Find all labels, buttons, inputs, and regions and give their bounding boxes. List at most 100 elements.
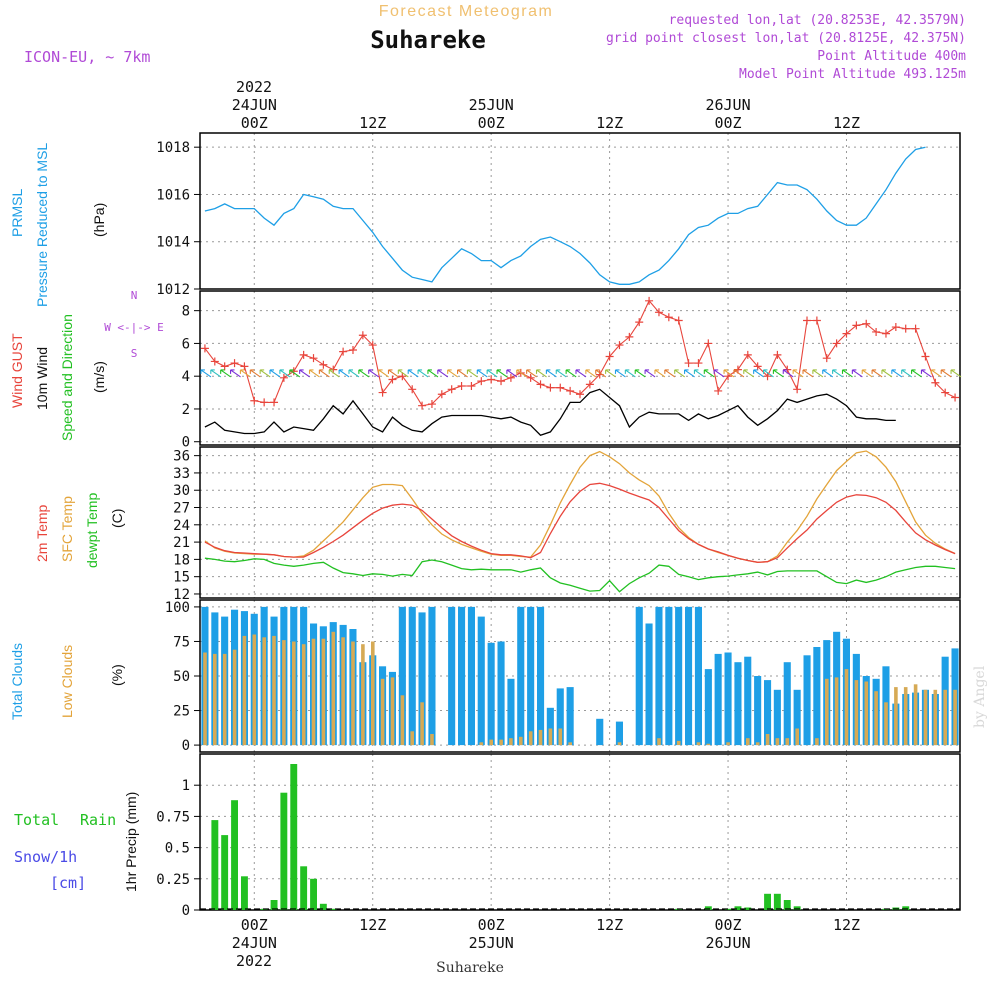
low-cloud-bar (222, 653, 227, 746)
rain-bar (902, 906, 910, 910)
low-cloud-bar (746, 738, 750, 746)
gust-marker (477, 377, 486, 386)
wind-arrow (861, 369, 873, 378)
low-cloud-bar (203, 652, 207, 746)
y-tick-label: 21 (173, 535, 190, 551)
wind-arrow (605, 369, 616, 378)
y-tick-label: 0 (182, 435, 190, 451)
wind-arrow (229, 369, 241, 378)
total-cloud-bar (773, 689, 781, 746)
low-cloud-bar (844, 669, 849, 746)
panels: 1012101410161018024681215182124273033360… (156, 132, 962, 919)
wind-arrow (950, 369, 962, 378)
wind-arrow (387, 369, 399, 378)
total-cloud-bar (645, 623, 653, 746)
low-cloud-bar (252, 634, 257, 745)
rain-bar (724, 908, 732, 910)
low-cloud-bar (834, 677, 839, 746)
cloud-unit-label: (%) (109, 664, 125, 686)
wind-arrow (624, 369, 636, 378)
y-tick-label: 0 (182, 738, 190, 754)
gust-marker (497, 377, 506, 386)
total-cloud-bar (675, 606, 683, 746)
top-hour-label: 00Z (478, 114, 505, 132)
low-cloud-bar (785, 738, 790, 746)
low-cloud-bar (775, 738, 780, 746)
low-cloud-bar (795, 728, 799, 746)
gust-marker (447, 385, 456, 394)
wind-arrow (220, 369, 231, 378)
sfc-temp-line (204, 450, 956, 563)
low-cloud-bar (696, 742, 701, 746)
rain-bar (300, 866, 308, 910)
rain-label: Rain (80, 811, 116, 829)
total-cloud-bar (537, 606, 545, 746)
gust-marker (250, 396, 259, 405)
low-cloud-bar (528, 731, 533, 746)
total-cloud-bar (467, 606, 475, 746)
gust-marker (398, 372, 407, 381)
wind-arrow (397, 369, 409, 378)
wind-arrow (210, 369, 222, 378)
gust-marker (487, 375, 496, 384)
wind-arrow (368, 369, 380, 378)
total-label: Total (14, 811, 59, 829)
wind-arrow (782, 369, 794, 378)
pressure-labels: PRMSL Pressure Reduced to MSL (hPa) (9, 143, 107, 307)
gust-marker (378, 388, 387, 397)
total-cloud-bar (517, 606, 525, 746)
low-cloud-bar (538, 729, 543, 746)
wind-arrow (595, 369, 607, 378)
gust-marker (427, 400, 436, 409)
cloud-panel: 0 25 50 75 100 (165, 599, 961, 754)
low-cloud-bar (726, 742, 730, 746)
total-cloud-bar (615, 721, 623, 746)
low-cloud-bar (706, 743, 711, 746)
rain-bar (773, 893, 781, 910)
total-cloud-bar (418, 612, 426, 746)
low-cloud-bar (509, 738, 513, 746)
low-cloud-bar (301, 644, 306, 746)
y-tick-label: 75 (173, 634, 190, 650)
gust-marker (881, 329, 890, 338)
rain-bar (734, 906, 742, 910)
wind-arrow (723, 369, 735, 378)
top-year-label: 2022 (236, 78, 272, 96)
wind-arrow (496, 369, 508, 378)
total-cloud-bar (635, 606, 643, 746)
wind-arrow (693, 369, 705, 378)
wind-unit-label: (m/s) (91, 361, 107, 393)
low-cloud-bar (854, 680, 859, 745)
total-cloud-bar (744, 656, 752, 746)
bottom-date-label: 26JUN (705, 934, 750, 952)
gust-marker (270, 398, 279, 407)
y-tick-label: 1018 (156, 140, 190, 156)
wind-arrow (348, 369, 360, 378)
wind-arrow (792, 369, 804, 378)
gust-marker (299, 350, 308, 359)
panel-frame (199, 290, 961, 446)
dewpt-label: dewpt Temp (84, 493, 100, 568)
gust-marker (566, 386, 575, 395)
gust-marker (536, 380, 545, 389)
y-tick-label: 8 (182, 304, 190, 320)
gust-marker (368, 341, 377, 350)
wind-panel: 0 2 4 6 8 (182, 291, 962, 451)
requested-coords: requested lon,lat (20.8253E, 42.3579N) (669, 13, 966, 28)
total-cloud-bar (596, 718, 604, 746)
prmsl-label: PRMSL (9, 189, 25, 237)
gust-marker (674, 316, 683, 325)
gust-marker (408, 385, 417, 394)
precip-unit-label: 1hr Precip (mm) (123, 792, 139, 892)
low-cloud-bar (765, 734, 770, 746)
y-tick-label: 0 (182, 903, 190, 919)
pressure-panel: 1012 1014 1016 1018 (156, 132, 961, 298)
snow-unit-label: [cm] (50, 874, 86, 892)
bottom-date-label: 25JUN (469, 934, 514, 952)
wind-arrow (565, 369, 577, 378)
wind-arrow (447, 369, 459, 378)
low-cloud-bar (282, 640, 286, 746)
wind-arrow (772, 369, 784, 378)
wind-arrow (279, 369, 291, 378)
